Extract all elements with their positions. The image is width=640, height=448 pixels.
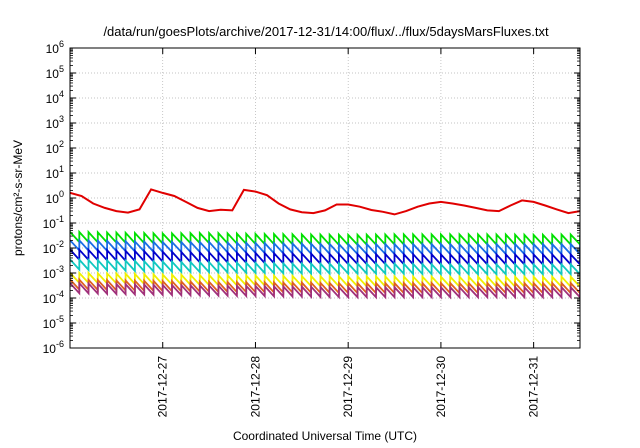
y-tick-label: 10-4	[43, 289, 64, 306]
y-axis: 10-6 10-5 10-4 10-3 10-2 10-1 100 101 102 103 104 1…	[43, 39, 580, 356]
y-tick-label: 10-5	[43, 314, 64, 331]
chart-title: /data/run/goesPlots/archive/2017-12-31/1…	[103, 24, 549, 39]
y-tick-label: 101	[46, 164, 64, 181]
y-tick-label: 106	[46, 39, 64, 56]
x-axis: 2017-12-27 2017-12-28 2017-12-29 2017-12-30…	[156, 48, 541, 417]
y-tick-label: 104	[46, 89, 64, 106]
series-line-1	[70, 188, 580, 216]
y-tick-label: 10-6	[43, 339, 64, 356]
x-axis-label: Coordinated Universal Time (UTC)	[233, 429, 417, 443]
series-line-5	[70, 257, 580, 277]
x-tick-label: 2017-12-28	[248, 356, 262, 418]
y-tick-label: 10-1	[43, 214, 64, 231]
y-tick-label: 10-3	[43, 264, 64, 281]
y-tick-label: 103	[46, 114, 64, 131]
y-tick-label: 105	[46, 64, 64, 81]
series-line-8	[70, 280, 580, 300]
y-tick-label: 100	[46, 189, 64, 206]
x-tick-label: 2017-12-31	[527, 356, 541, 418]
y-axis-label: protons/cm²-s-sr-MeV	[11, 140, 25, 256]
x-tick-label: 2017-12-27	[156, 356, 170, 418]
x-tick-label: 2017-12-29	[341, 356, 355, 418]
series-layer	[70, 188, 580, 300]
y-tick-label: 102	[46, 139, 64, 156]
y-tick-label: 10-2	[43, 239, 64, 256]
x-tick-label: 2017-12-30	[434, 356, 448, 418]
